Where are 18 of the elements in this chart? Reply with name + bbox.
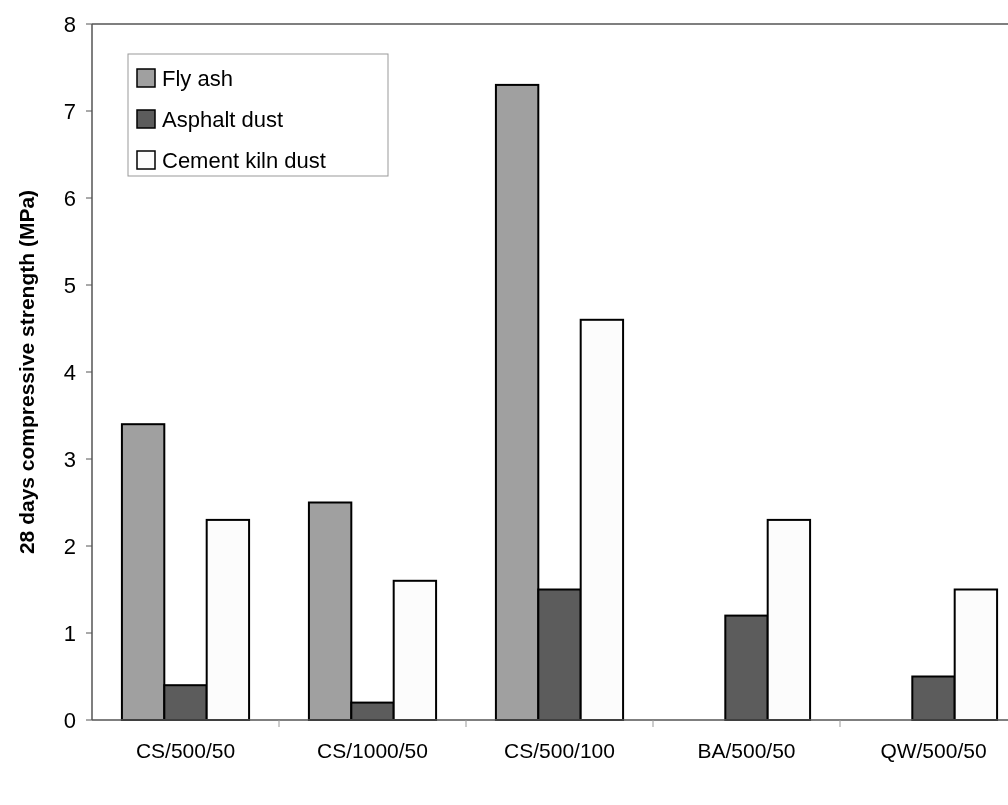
- y-tick-label: 1: [63, 620, 76, 646]
- y-tick-label: 7: [63, 98, 76, 124]
- legend-label: Cement kiln dust: [162, 147, 326, 173]
- legend-label: Asphalt dust: [162, 106, 284, 132]
- y-tick-label: 0: [63, 707, 76, 733]
- y-tick-label: 6: [63, 185, 76, 211]
- y-tick-label: 3: [63, 446, 76, 472]
- y-tick-label: 8: [63, 11, 76, 37]
- y-tick-label: 5: [63, 272, 76, 298]
- x-tick-label: CS/1000/50: [317, 739, 428, 762]
- legend-label: Fly ash: [162, 65, 233, 91]
- x-tick-label: CS/500/100: [504, 739, 615, 762]
- y-tick-label: 4: [63, 359, 76, 385]
- y-tick-label: 2: [63, 533, 76, 559]
- x-tick-label: CS/500/50: [135, 739, 236, 762]
- y-axis-title: 28 days compressive strength (MPa): [15, 189, 38, 555]
- x-tick-label: QW/500/50: [880, 739, 987, 762]
- x-tick-label: BA/500/50: [697, 739, 796, 762]
